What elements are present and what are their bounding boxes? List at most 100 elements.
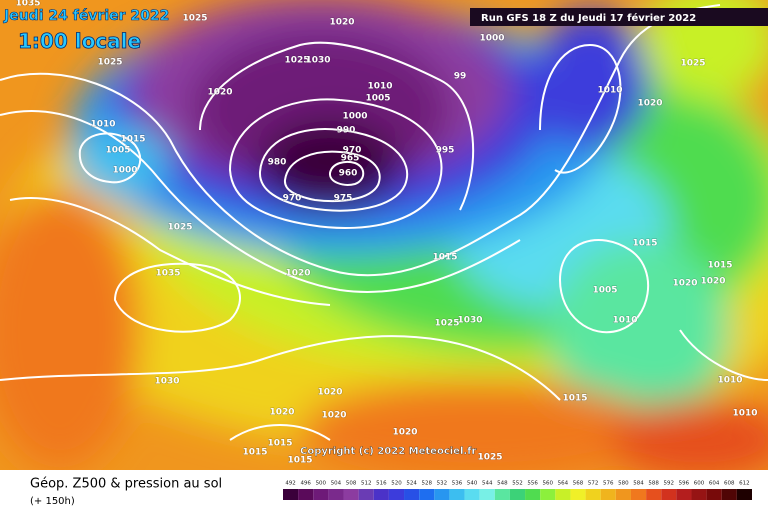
isobars xyxy=(0,4,768,441)
isobar-label: 1020 xyxy=(329,18,354,28)
isobar xyxy=(0,110,521,293)
isobar-label: 1020 xyxy=(269,408,294,418)
isobar xyxy=(258,128,409,212)
scale-swatch xyxy=(585,489,601,500)
isobar-label: 1025 xyxy=(97,58,122,68)
isobar xyxy=(283,150,381,203)
isobar-label: 1010 xyxy=(90,120,115,130)
scale-label: 564 xyxy=(558,481,569,487)
isobar-label: 1020 xyxy=(637,99,662,109)
scale-label: 520 xyxy=(391,481,402,487)
copyright: Copyright (c) 2022 Meteociel.fr xyxy=(300,446,477,457)
scale-swatch xyxy=(600,489,616,500)
isobar xyxy=(679,329,768,381)
scale-swatch xyxy=(404,489,420,500)
scale-swatch xyxy=(283,489,299,500)
isobar xyxy=(199,41,475,211)
isobar-label: 1025 xyxy=(477,453,502,463)
scale-swatch xyxy=(479,489,495,500)
scale-swatch xyxy=(691,489,707,500)
isobar-label: 1035 xyxy=(155,269,180,279)
scale-swatch xyxy=(525,489,541,500)
isobar-labels: 1035 1025 1020 1025 1025 1030 1020 1010 1005 99 10… xyxy=(15,0,758,466)
scale-label: 572 xyxy=(588,481,599,487)
scale-swatch xyxy=(358,489,374,500)
isobar-label: 1010 xyxy=(717,376,742,386)
isobar-label: 1000 xyxy=(112,166,137,176)
isobar-label: 1010 xyxy=(732,409,757,419)
isobar-label: 1005 xyxy=(365,94,390,104)
isobar-label: 1010 xyxy=(597,86,622,96)
isobar-label: 1010 xyxy=(612,316,637,326)
scale-label: 504 xyxy=(331,481,342,487)
isobar-label: 1000 xyxy=(479,34,504,44)
scale-swatch xyxy=(721,489,737,500)
scale-label: 540 xyxy=(467,481,478,487)
isobar-label: 1025 xyxy=(680,59,705,69)
scale-swatch xyxy=(555,489,571,500)
scale-swatch xyxy=(706,489,722,500)
isobar xyxy=(229,424,331,441)
header: Jeudi 24 février 2022 1:00 locale Run GF… xyxy=(3,8,768,53)
isobar-label: 1015 xyxy=(287,456,312,466)
isobar-label: 1015 xyxy=(432,253,457,263)
isobar-label: 1015 xyxy=(120,135,145,145)
isobar-label: 980 xyxy=(268,158,287,168)
isobar-label: 1015 xyxy=(707,261,732,271)
scale-swatch xyxy=(434,489,450,500)
isobar-label: 1025 xyxy=(167,223,192,233)
isobar-label: 995 xyxy=(436,146,455,156)
scale-label: 528 xyxy=(421,481,432,487)
isobar-label: 1005 xyxy=(592,286,617,296)
footer-title: Géop. Z500 & pression au sol xyxy=(30,477,222,492)
scale-swatch xyxy=(630,489,647,500)
isobar-label: 1020 xyxy=(317,388,342,398)
scale-swatch xyxy=(676,489,692,500)
scale-swatch xyxy=(615,489,631,500)
scale-label: 584 xyxy=(633,481,644,487)
scale-swatch xyxy=(464,489,480,500)
scale-label: 604 xyxy=(709,481,720,487)
forecast-date: Jeudi 24 février 2022 xyxy=(3,8,169,24)
footer-subtitle: (+ 150h) xyxy=(30,496,75,507)
scale-label: 548 xyxy=(497,481,508,487)
scale-label: 536 xyxy=(452,481,463,487)
scale-label: 592 xyxy=(664,481,675,487)
scale-label: 524 xyxy=(406,481,417,487)
isobar xyxy=(329,160,365,186)
isobar-label: 99 xyxy=(454,72,467,82)
scale-swatch xyxy=(494,489,510,500)
isobar-label: 1020 xyxy=(321,411,346,421)
isobar xyxy=(0,4,721,277)
isobar-label: 965 xyxy=(341,154,360,164)
isobar-label: 1025 xyxy=(434,319,459,329)
scale-swatch xyxy=(298,489,314,500)
isobar-label: 1035 xyxy=(15,0,40,9)
scale-swatch xyxy=(509,489,526,500)
isobar-label: 1010 xyxy=(367,82,392,92)
scale-label: 516 xyxy=(376,481,387,487)
isobar-label: 1025 xyxy=(182,14,207,24)
isobar xyxy=(78,132,142,184)
run-info: Run GFS 18 Z du Jeudi 17 février 2022 xyxy=(481,12,696,24)
scale-label: 492 xyxy=(285,481,296,487)
isobar-label: 975 xyxy=(334,194,353,204)
scale-swatch xyxy=(449,489,465,500)
isobar-label: 1025 xyxy=(284,56,309,66)
scale-label: 544 xyxy=(482,481,493,487)
isobar-label: 960 xyxy=(339,169,358,179)
scale-label: 568 xyxy=(573,481,584,487)
scale-swatch xyxy=(646,489,662,500)
isobar-label: 970 xyxy=(283,194,302,204)
scale-swatch xyxy=(540,489,556,500)
scale-label: 596 xyxy=(679,481,690,487)
isobar-label: 1030 xyxy=(154,377,179,387)
scale-swatch xyxy=(661,489,677,500)
isobar-label: 1020 xyxy=(285,269,310,279)
isobar-label: 1020 xyxy=(392,428,417,438)
isobar-label: 1020 xyxy=(700,277,725,287)
forecast-time: 1:00 locale xyxy=(18,29,141,53)
scale-label: 576 xyxy=(603,481,614,487)
